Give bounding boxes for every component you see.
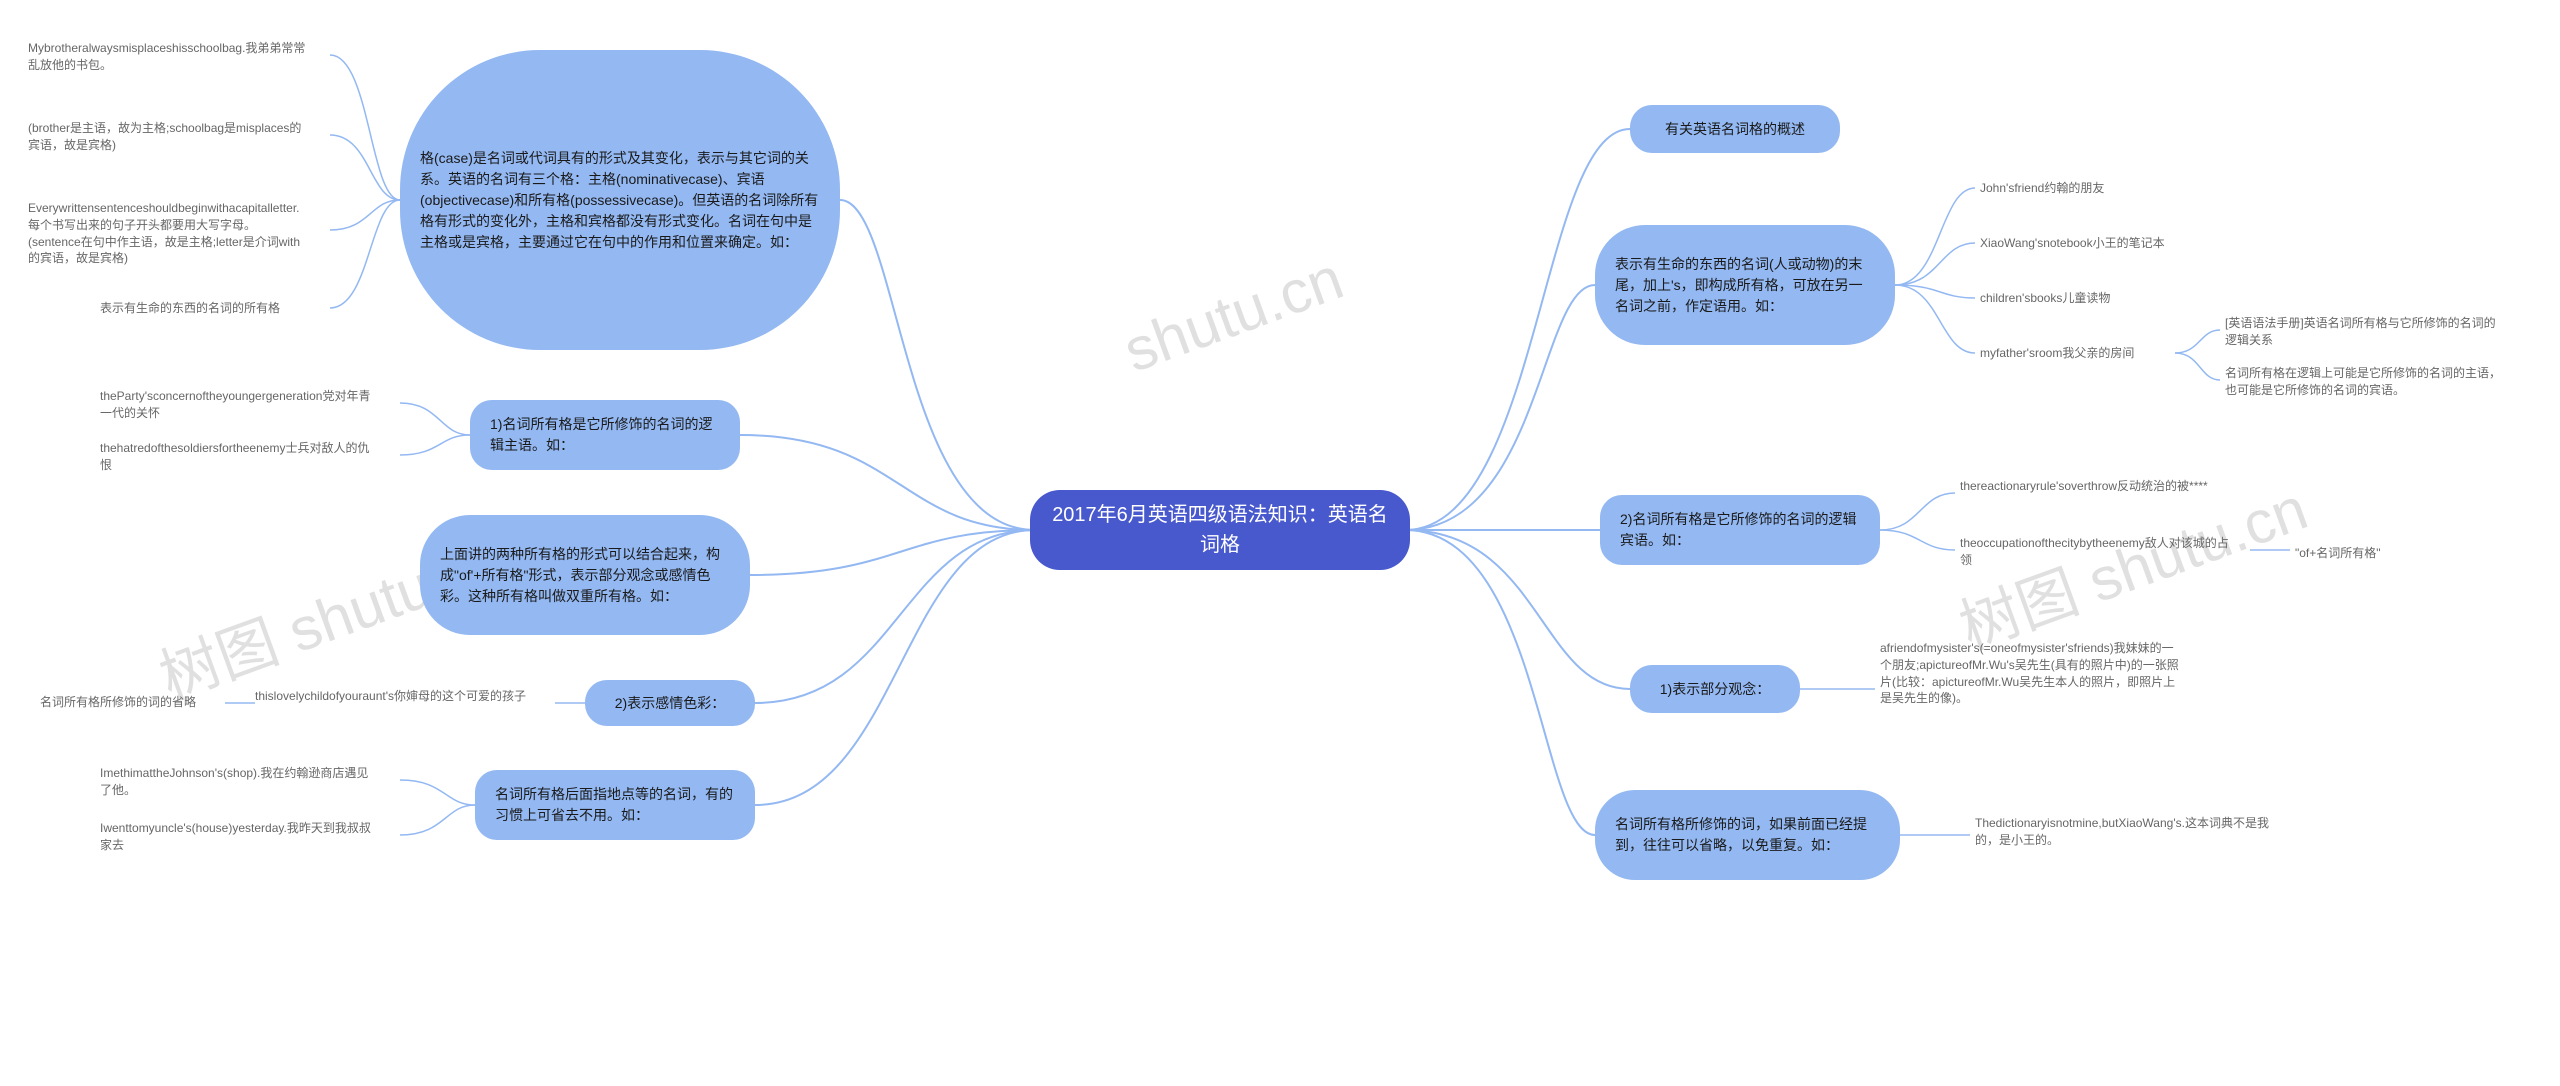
leaf-L1-2: Everywrittensentenceshouldbeginwithacapi… — [28, 200, 308, 267]
leaf-R2-2: children'sbooks儿童读物 — [1980, 290, 2220, 307]
leaf-L1-0: Mybrotheralwaysmisplaceshisschoolbag.我弟弟… — [28, 40, 308, 74]
branch-R1-text: 有关英语名词格的概述 — [1665, 119, 1805, 140]
watermark-2: shutu.cn — [1115, 243, 1352, 385]
branch-R5-text: 名词所有格所修饰的词，如果前面已经提到，往往可以省略，以免重复。如： — [1615, 814, 1880, 856]
leaf-L2-0: theParty'sconcernoftheyoungergeneration党… — [100, 388, 380, 422]
leaf-R4-0: afriendofmysister's(=oneofmysister'sfrie… — [1880, 640, 2180, 707]
leaf-L5-1: Iwenttomyuncle's(house)yesterday.我昨天到我叔叔… — [100, 820, 380, 854]
center-text: 2017年6月英语四级语法知识：英语名词格 — [1050, 500, 1390, 560]
center-node: 2017年6月英语四级语法知识：英语名词格 — [1030, 490, 1410, 570]
leaf-R3-0: thereactionaryrule'soverthrow反动统治的被**** — [1960, 478, 2240, 495]
branch-R4-text: 1)表示部分观念： — [1660, 679, 1770, 700]
branch-L3: 上面讲的两种所有格的形式可以结合起来，构成"of'+所有格"形式，表示部分观念或… — [420, 515, 750, 635]
leaf-R3-1: theoccupationofthecitybytheenemy敌人对该城的占领 — [1960, 535, 2240, 569]
leaf-R3-1-sub0: "of+名词所有格" — [2295, 545, 2475, 562]
branch-L5: 名词所有格后面指地点等的名词，有的习惯上可省去不用。如： — [475, 770, 755, 840]
branch-R2-text: 表示有生命的东西的名词(人或动物)的末尾，加上's，即构成所有格，可放在另一名词… — [1615, 254, 1875, 317]
branch-L4: 2)表示感情色彩： — [585, 680, 755, 726]
leaf-R2-0: John'sfriend约翰的朋友 — [1980, 180, 2220, 197]
branch-R3: 2)名词所有格是它所修饰的名词的逻辑宾语。如： — [1600, 495, 1880, 565]
branch-R1: 有关英语名词格的概述 — [1630, 105, 1840, 153]
branch-R5: 名词所有格所修饰的词，如果前面已经提到，往往可以省略，以免重复。如： — [1595, 790, 1900, 880]
leaf-L5-0: ImethimattheJohnson's(shop).我在约翰逊商店遇见了他。 — [100, 765, 380, 799]
branch-L2: 1)名词所有格是它所修饰的名词的逻辑主语。如： — [470, 400, 740, 470]
branch-R3-text: 2)名词所有格是它所修饰的名词的逻辑宾语。如： — [1620, 509, 1860, 551]
leaf-L4-0: thislovelychildofyouraunt's你婶母的这个可爱的孩子 — [255, 688, 535, 705]
leaf-L4-1: 名词所有格所修饰的词的省略 — [40, 694, 240, 711]
branch-L4-text: 2)表示感情色彩： — [615, 693, 725, 714]
branch-L5-text: 名词所有格后面指地点等的名词，有的习惯上可省去不用。如： — [495, 784, 735, 826]
branch-R4: 1)表示部分观念： — [1630, 665, 1800, 713]
branch-L1-text: 格(case)是名词或代词具有的形式及其变化，表示与其它词的关系。英语的名词有三… — [420, 148, 820, 253]
leaf-R2-3-sub0: [英语语法手册]英语名词所有格与它所修饰的名词的逻辑关系 — [2225, 315, 2505, 349]
leaf-R2-3-sub1: 名词所有格在逻辑上可能是它所修饰的名词的主语，也可能是它所修饰的名词的宾语。 — [2225, 365, 2505, 399]
leaf-L2-1: thehatredofthesoldiersfortheenemy士兵对敌人的仇… — [100, 440, 380, 474]
leaf-R5-0: Thedictionaryisnotmine,butXiaoWang's.这本词… — [1975, 815, 2275, 849]
branch-L2-text: 1)名词所有格是它所修饰的名词的逻辑主语。如： — [490, 414, 720, 456]
branch-L3-text: 上面讲的两种所有格的形式可以结合起来，构成"of'+所有格"形式，表示部分观念或… — [440, 544, 730, 607]
leaf-L1-1: (brother是主语，故为主格;schoolbag是misplaces的宾语，… — [28, 120, 308, 154]
branch-R2: 表示有生命的东西的名词(人或动物)的末尾，加上's，即构成所有格，可放在另一名词… — [1595, 225, 1895, 345]
leaf-R2-1: XiaoWang'snotebook小王的笔记本 — [1980, 235, 2220, 252]
leaf-R2-3: myfather'sroom我父亲的房间 — [1980, 345, 2180, 362]
branch-L1: 格(case)是名词或代词具有的形式及其变化，表示与其它词的关系。英语的名词有三… — [400, 50, 840, 350]
leaf-L1-3: 表示有生命的东西的名词的所有格 — [100, 300, 320, 317]
